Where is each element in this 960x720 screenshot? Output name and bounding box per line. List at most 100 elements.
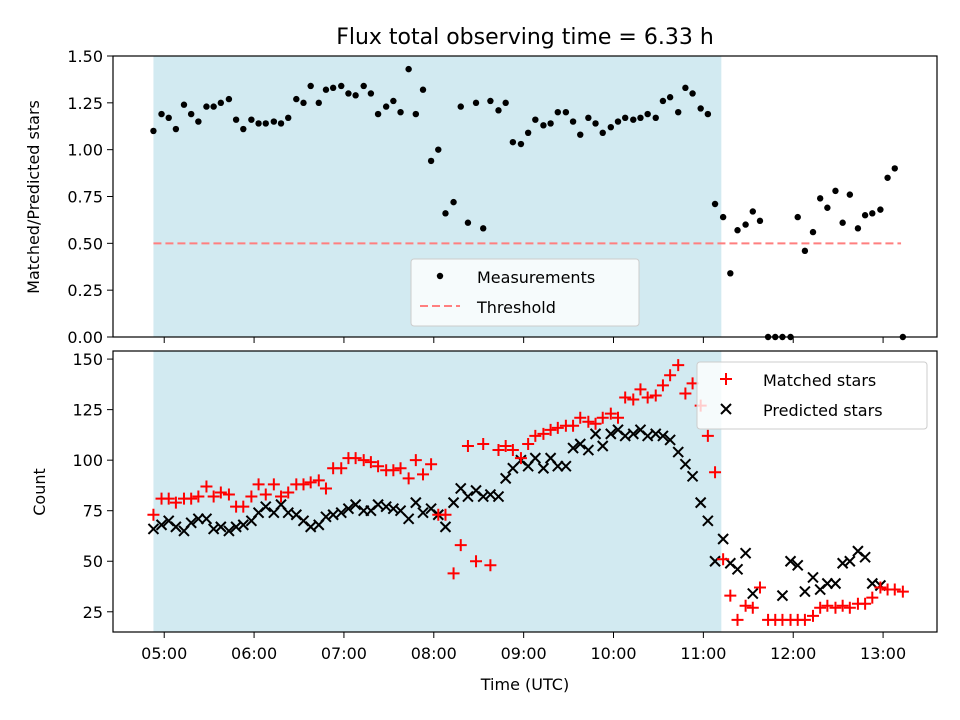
measurement-point: [517, 140, 525, 148]
predicted-point: [200, 513, 213, 525]
matched-point: [245, 490, 258, 503]
matched-point: [596, 411, 609, 424]
legend-measurements-marker: [436, 272, 444, 280]
matched-point: [222, 488, 235, 501]
matched-point: [461, 440, 474, 453]
bottom-legend-box: [696, 361, 928, 430]
measurement-point: [180, 101, 188, 108]
measurement-point: [794, 213, 801, 221]
measurement-point: [472, 99, 480, 107]
panel1-ytick-label: 1.50: [67, 47, 103, 66]
matched-point: [267, 478, 280, 491]
predicted-point: [552, 460, 564, 472]
matched-point: [806, 609, 819, 622]
measurement-point: [614, 118, 622, 125]
measurement-point: [165, 114, 172, 122]
panel2-ytick-label: 125: [72, 401, 103, 420]
matched-point: [544, 423, 557, 436]
matched-point: [335, 462, 348, 475]
measurement-point: [756, 217, 764, 225]
matched-point: [357, 454, 370, 467]
measurement-point: [675, 109, 682, 116]
matched-point: [237, 500, 250, 513]
predicted-point: [567, 442, 579, 454]
measurement-point: [412, 110, 420, 118]
panel1-ytick-label: 1.00: [67, 141, 103, 160]
measurement-point: [150, 127, 157, 135]
measurement-point: [727, 270, 734, 277]
top-legend-box: [410, 258, 640, 327]
predicted-point: [477, 490, 489, 503]
matched-point: [679, 387, 692, 400]
predicted-point: [410, 496, 422, 509]
measurement-point: [329, 84, 337, 92]
matched-point: [200, 480, 213, 493]
matched-point: [612, 411, 625, 424]
measurement-point: [509, 138, 517, 146]
measurement-point: [480, 225, 487, 232]
matched-point: [619, 391, 632, 404]
measurement-point: [607, 123, 615, 131]
matched-point: [604, 407, 617, 420]
measurement-point: [217, 99, 225, 107]
predicted-point: [597, 440, 609, 452]
measurement-point: [666, 94, 674, 101]
predicted-point: [282, 507, 294, 519]
matched-point: [641, 391, 654, 404]
measurement-point: [450, 198, 457, 206]
predicted-point: [484, 488, 497, 501]
matched-point: [439, 508, 452, 521]
measurement-point: [711, 200, 719, 208]
panel1-ytick-label: 0.75: [67, 188, 103, 207]
measurement-point: [464, 219, 472, 226]
predicted-point: [499, 472, 512, 485]
matched-point: [589, 417, 602, 430]
measurement-point: [315, 99, 322, 107]
matched-point: [672, 359, 685, 372]
matched-point: [798, 613, 811, 626]
matched-point: [574, 411, 587, 424]
measurement-point: [861, 212, 869, 219]
chart-title: Flux total observing time = 6.33 h: [336, 25, 714, 50]
predicted-point: [207, 523, 220, 535]
predicted-point: [582, 444, 595, 456]
matched-point: [522, 437, 535, 450]
matched-point: [499, 440, 512, 453]
matched-point: [185, 492, 198, 505]
measurement-point: [577, 131, 584, 138]
measurement-point: [322, 86, 330, 93]
predicted-point: [335, 507, 347, 519]
measurement-point: [652, 114, 659, 122]
matched-point: [829, 601, 842, 614]
count-panel: 25 50 75 100 125 150 05:00 06:00 07:00 08:00 09:00…: [72, 350, 938, 663]
measurement-point: [397, 109, 404, 116]
predicted-point: [589, 428, 602, 440]
measurement-point: [262, 120, 269, 127]
measurement-point: [203, 103, 210, 110]
matched-point: [297, 478, 310, 491]
predicted-point: [829, 577, 842, 590]
predicted-point: [657, 430, 669, 442]
predicted-point: [387, 502, 400, 515]
matched-point: [627, 393, 640, 406]
predicted-point: [537, 462, 550, 474]
predicted-point: [439, 521, 452, 533]
measurement-point: [801, 247, 809, 255]
measurement-point: [345, 90, 352, 97]
panel1-ytick-label: 0.25: [67, 281, 103, 300]
predicted-point: [215, 521, 227, 533]
measurement-point: [382, 103, 390, 110]
predicted-point: [799, 585, 811, 598]
panel2-xtick-label: 12:00: [770, 644, 816, 663]
predicted-point: [717, 533, 729, 545]
matched-point: [701, 429, 714, 442]
measurement-point: [405, 65, 412, 73]
panel2-xtick-label: 10:00: [590, 644, 636, 663]
measurement-point: [621, 114, 629, 122]
measurement-point: [832, 187, 839, 195]
panel2-xtick-label: 11:00: [680, 644, 726, 663]
measurement-point: [869, 210, 876, 217]
predicted-point: [694, 496, 707, 509]
predicted-point: [627, 428, 639, 440]
measurement-point: [352, 92, 359, 99]
